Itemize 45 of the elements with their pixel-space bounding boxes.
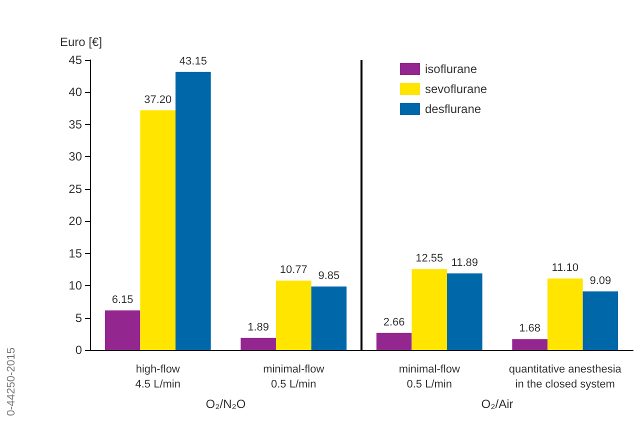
- y-tick-label: 30: [68, 150, 82, 164]
- data-label: 37.20: [144, 94, 172, 106]
- data-label: 11.10: [552, 262, 578, 274]
- text: O₂/Air: [481, 397, 514, 411]
- bar: [447, 273, 482, 350]
- data-label: 2.66: [383, 316, 405, 328]
- bar: [547, 278, 583, 350]
- legend-label: isoflurane: [425, 62, 478, 76]
- bar: [140, 110, 176, 350]
- data-label: 6.15: [112, 294, 134, 306]
- data-label: 9.09: [590, 274, 612, 287]
- y-tick-label: 45: [68, 53, 82, 67]
- legend-label: desflurane: [425, 102, 482, 116]
- data-label: 10.77: [280, 264, 308, 276]
- y-tick-label: 35: [68, 117, 82, 132]
- data-label: 12.55: [416, 252, 444, 265]
- x-tick-label: high-flow 4.5 L/min: [135, 364, 180, 390]
- bar: [240, 338, 276, 350]
- data-label: 9.85: [318, 270, 340, 282]
- data-label: 1.68: [519, 322, 541, 335]
- x-tick-label: minimal-flow 0.5 L/min: [398, 364, 460, 390]
- bar: [512, 339, 548, 350]
- data-label: 1.89: [248, 321, 270, 334]
- x-tick-label: quantitative anesthesia in the closed system: [508, 364, 622, 390]
- y-tick-label: 40: [68, 85, 82, 100]
- data-label: 11.89: [451, 256, 478, 269]
- y-tick-label: 0: [75, 343, 82, 357]
- y-tick-label: 20: [68, 214, 82, 228]
- bar: [104, 310, 140, 350]
- y-tick-label: 5: [75, 310, 82, 325]
- y-axis-title: Euro [€]: [60, 35, 102, 49]
- legend-label: sevoflurane: [425, 82, 488, 96]
- text: O₂/N₂O: [206, 397, 246, 411]
- x-tick-label: minimal-flow 0.5 L/min: [263, 364, 324, 390]
- bar: [176, 72, 211, 350]
- data-label: 43.15: [179, 55, 207, 68]
- y-tick-label: 15: [68, 246, 82, 260]
- bar: [311, 286, 347, 350]
- bar: [376, 332, 412, 350]
- bar: [412, 269, 448, 350]
- text: 0-44250-2015: [6, 347, 18, 416]
- bar: [276, 280, 312, 350]
- y-tick-label: 25: [68, 182, 82, 196]
- y-tick-label: 10: [68, 278, 82, 293]
- bar: [582, 291, 618, 350]
